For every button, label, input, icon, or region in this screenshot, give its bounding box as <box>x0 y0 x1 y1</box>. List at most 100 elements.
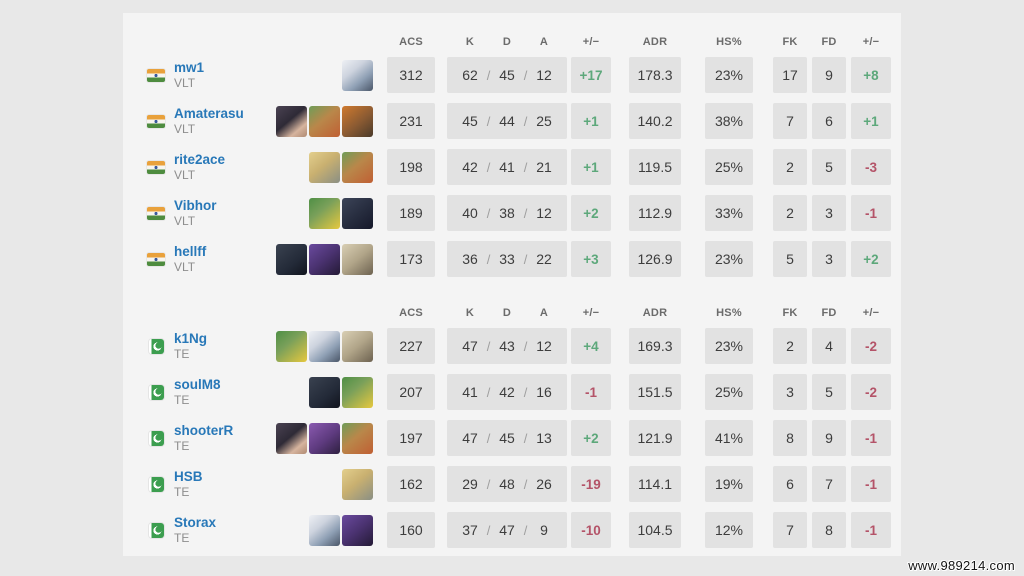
col-first-kills: FK <box>782 36 798 48</box>
acs-cell: 198 <box>387 149 435 185</box>
country-flag-icon <box>147 114 165 128</box>
country-flag-icon <box>147 252 165 266</box>
first-deaths-cell: 5 <box>812 374 846 410</box>
headshot-pct-cell: 23% <box>705 241 753 277</box>
col-plusminus: +/− <box>582 36 600 48</box>
player-name-link[interactable]: soulM8 <box>174 376 221 392</box>
col-kills: K <box>465 307 475 319</box>
assists-value: 21 <box>536 159 552 175</box>
player-row: Amaterasu VLT 231 45/44/25 +1 140.2 38% … <box>147 103 891 139</box>
agent-portraits <box>277 195 373 231</box>
kills-value: 47 <box>462 430 478 446</box>
fk-fd-plusminus-cell: -1 <box>851 466 891 502</box>
player-identity: soulM8 TE <box>174 377 221 408</box>
player-name-link[interactable]: k1Ng <box>174 330 208 346</box>
player-row: Vibhor VLT 189 40 / 38 / 12 +2 112.9 33% 2 3… <box>147 195 891 231</box>
assists-value: 12 <box>536 205 552 221</box>
country-flag-icon <box>147 522 165 538</box>
kills-value: 41 <box>462 384 478 400</box>
agent-portrait-sova <box>309 151 340 183</box>
player-name-link[interactable]: HSB <box>174 468 203 484</box>
player-name-link[interactable]: shooterR <box>174 422 234 438</box>
kd-plusminus-cell: -1 <box>571 374 611 410</box>
agent-portrait-jett <box>309 514 340 546</box>
col-plusminus: +/− <box>582 307 600 319</box>
first-kills-cell: 5 <box>773 241 807 277</box>
deaths-value: 44 <box>499 113 515 129</box>
team-tag: TE <box>174 484 190 499</box>
assists-value: 26 <box>536 476 552 492</box>
first-kills-cell: 2 <box>773 328 807 364</box>
kda-cell: 37 / 47 / 9 <box>447 512 567 548</box>
player-cell: k1Ng TE <box>147 328 277 364</box>
player-cell: rite2ace VLT <box>147 149 277 185</box>
kda-separator: / <box>523 251 528 267</box>
kda-cell: 47 / 45 / 13 <box>447 420 567 456</box>
acs-cell: 312 <box>387 57 435 93</box>
team-vlt-rows: mw1 VLT 312 62/45/12 +17 178.3 23% 17 9 … <box>147 57 891 277</box>
team-tag: TE <box>174 438 190 453</box>
player-identity: Amaterasu VLT <box>174 106 244 137</box>
player-name-link[interactable]: rite2ace <box>174 151 226 167</box>
agent-portrait-harbor <box>342 105 373 137</box>
team-tag: TE <box>174 530 190 545</box>
col-deaths: D <box>502 36 512 48</box>
country-flag-icon <box>147 206 165 220</box>
flag-glyph <box>148 384 164 400</box>
headshot-pct-cell: 41% <box>705 420 753 456</box>
agent-portrait-viper <box>276 243 307 275</box>
agent-portrait-viper <box>309 376 340 408</box>
first-kills-cell: 7 <box>773 103 807 139</box>
headshot-pct-cell: 23% <box>705 57 753 93</box>
headshot-pct-cell: 19% <box>705 466 753 502</box>
col-first-deaths: FD <box>821 36 837 48</box>
kda-separator: / <box>523 384 528 400</box>
kills-value: 37 <box>462 522 478 538</box>
player-identity: Vibhor VLT <box>174 198 217 229</box>
col-adr: ADR <box>642 307 668 319</box>
agent-portraits <box>277 149 373 185</box>
fk-fd-plusminus-cell: -1 <box>851 195 891 231</box>
agent-portrait-killjoy <box>276 330 307 362</box>
assists-value: 12 <box>536 338 552 354</box>
player-name-link[interactable]: Storax <box>174 514 217 530</box>
player-row: k1Ng TE 227 47 / 43 / 12 +4 169.3 23% 2 4 -2 <box>147 328 891 364</box>
col-headshot-pct: HS% <box>716 307 742 319</box>
player-row: Storax TE 160 37/47/9 -10 104.5 12% 7 8 … <box>147 512 891 548</box>
agent-portrait-skye <box>342 422 373 454</box>
player-row: soulM8 TE 207 41/42/16 -1 151.5 25% 3 5 … <box>147 374 891 410</box>
flag-glyph <box>148 522 164 538</box>
kda-cell: 45 / 44 / 25 <box>447 103 567 139</box>
fk-fd-plusminus-cell: -1 <box>851 420 891 456</box>
team-te-rows: k1Ng TE 227 47 / 43 / 12 +4 169.3 23% 2 4 -2… <box>147 328 891 548</box>
player-name-link[interactable]: hellff <box>174 243 207 259</box>
agent-portraits <box>276 103 373 139</box>
kills-value: 36 <box>462 251 478 267</box>
kda-cell: 40 / 38 / 12 <box>447 195 567 231</box>
country-flag-icon <box>147 338 165 354</box>
fk-fd-plusminus-cell: -3 <box>851 149 891 185</box>
agent-portrait-jett <box>342 59 373 91</box>
agent-portrait-skye <box>309 105 340 137</box>
agent-portraits <box>277 466 373 502</box>
player-row: HSB TE 162 29 / 48 / 26 -19 114.1 19% 6 7 -1 <box>147 466 891 502</box>
player-name-link[interactable]: Amaterasu <box>174 105 244 121</box>
kda-separator: / <box>486 205 491 221</box>
first-deaths-cell: 9 <box>812 57 846 93</box>
first-kills-cell: 17 <box>773 57 807 93</box>
kills-value: 47 <box>462 338 478 354</box>
agent-portraits <box>276 420 373 456</box>
player-name-link[interactable]: Vibhor <box>174 197 217 213</box>
player-name-link[interactable]: mw1 <box>174 59 205 75</box>
first-deaths-cell: 8 <box>812 512 846 548</box>
headshot-pct-cell: 38% <box>705 103 753 139</box>
kda-separator: / <box>486 113 491 129</box>
team-tag: VLT <box>174 259 196 274</box>
col-assists: A <box>539 36 549 48</box>
player-identity: rite2ace VLT <box>174 152 225 183</box>
deaths-value: 33 <box>499 251 515 267</box>
flag-glyph <box>148 338 164 354</box>
country-flag-icon <box>147 160 165 174</box>
